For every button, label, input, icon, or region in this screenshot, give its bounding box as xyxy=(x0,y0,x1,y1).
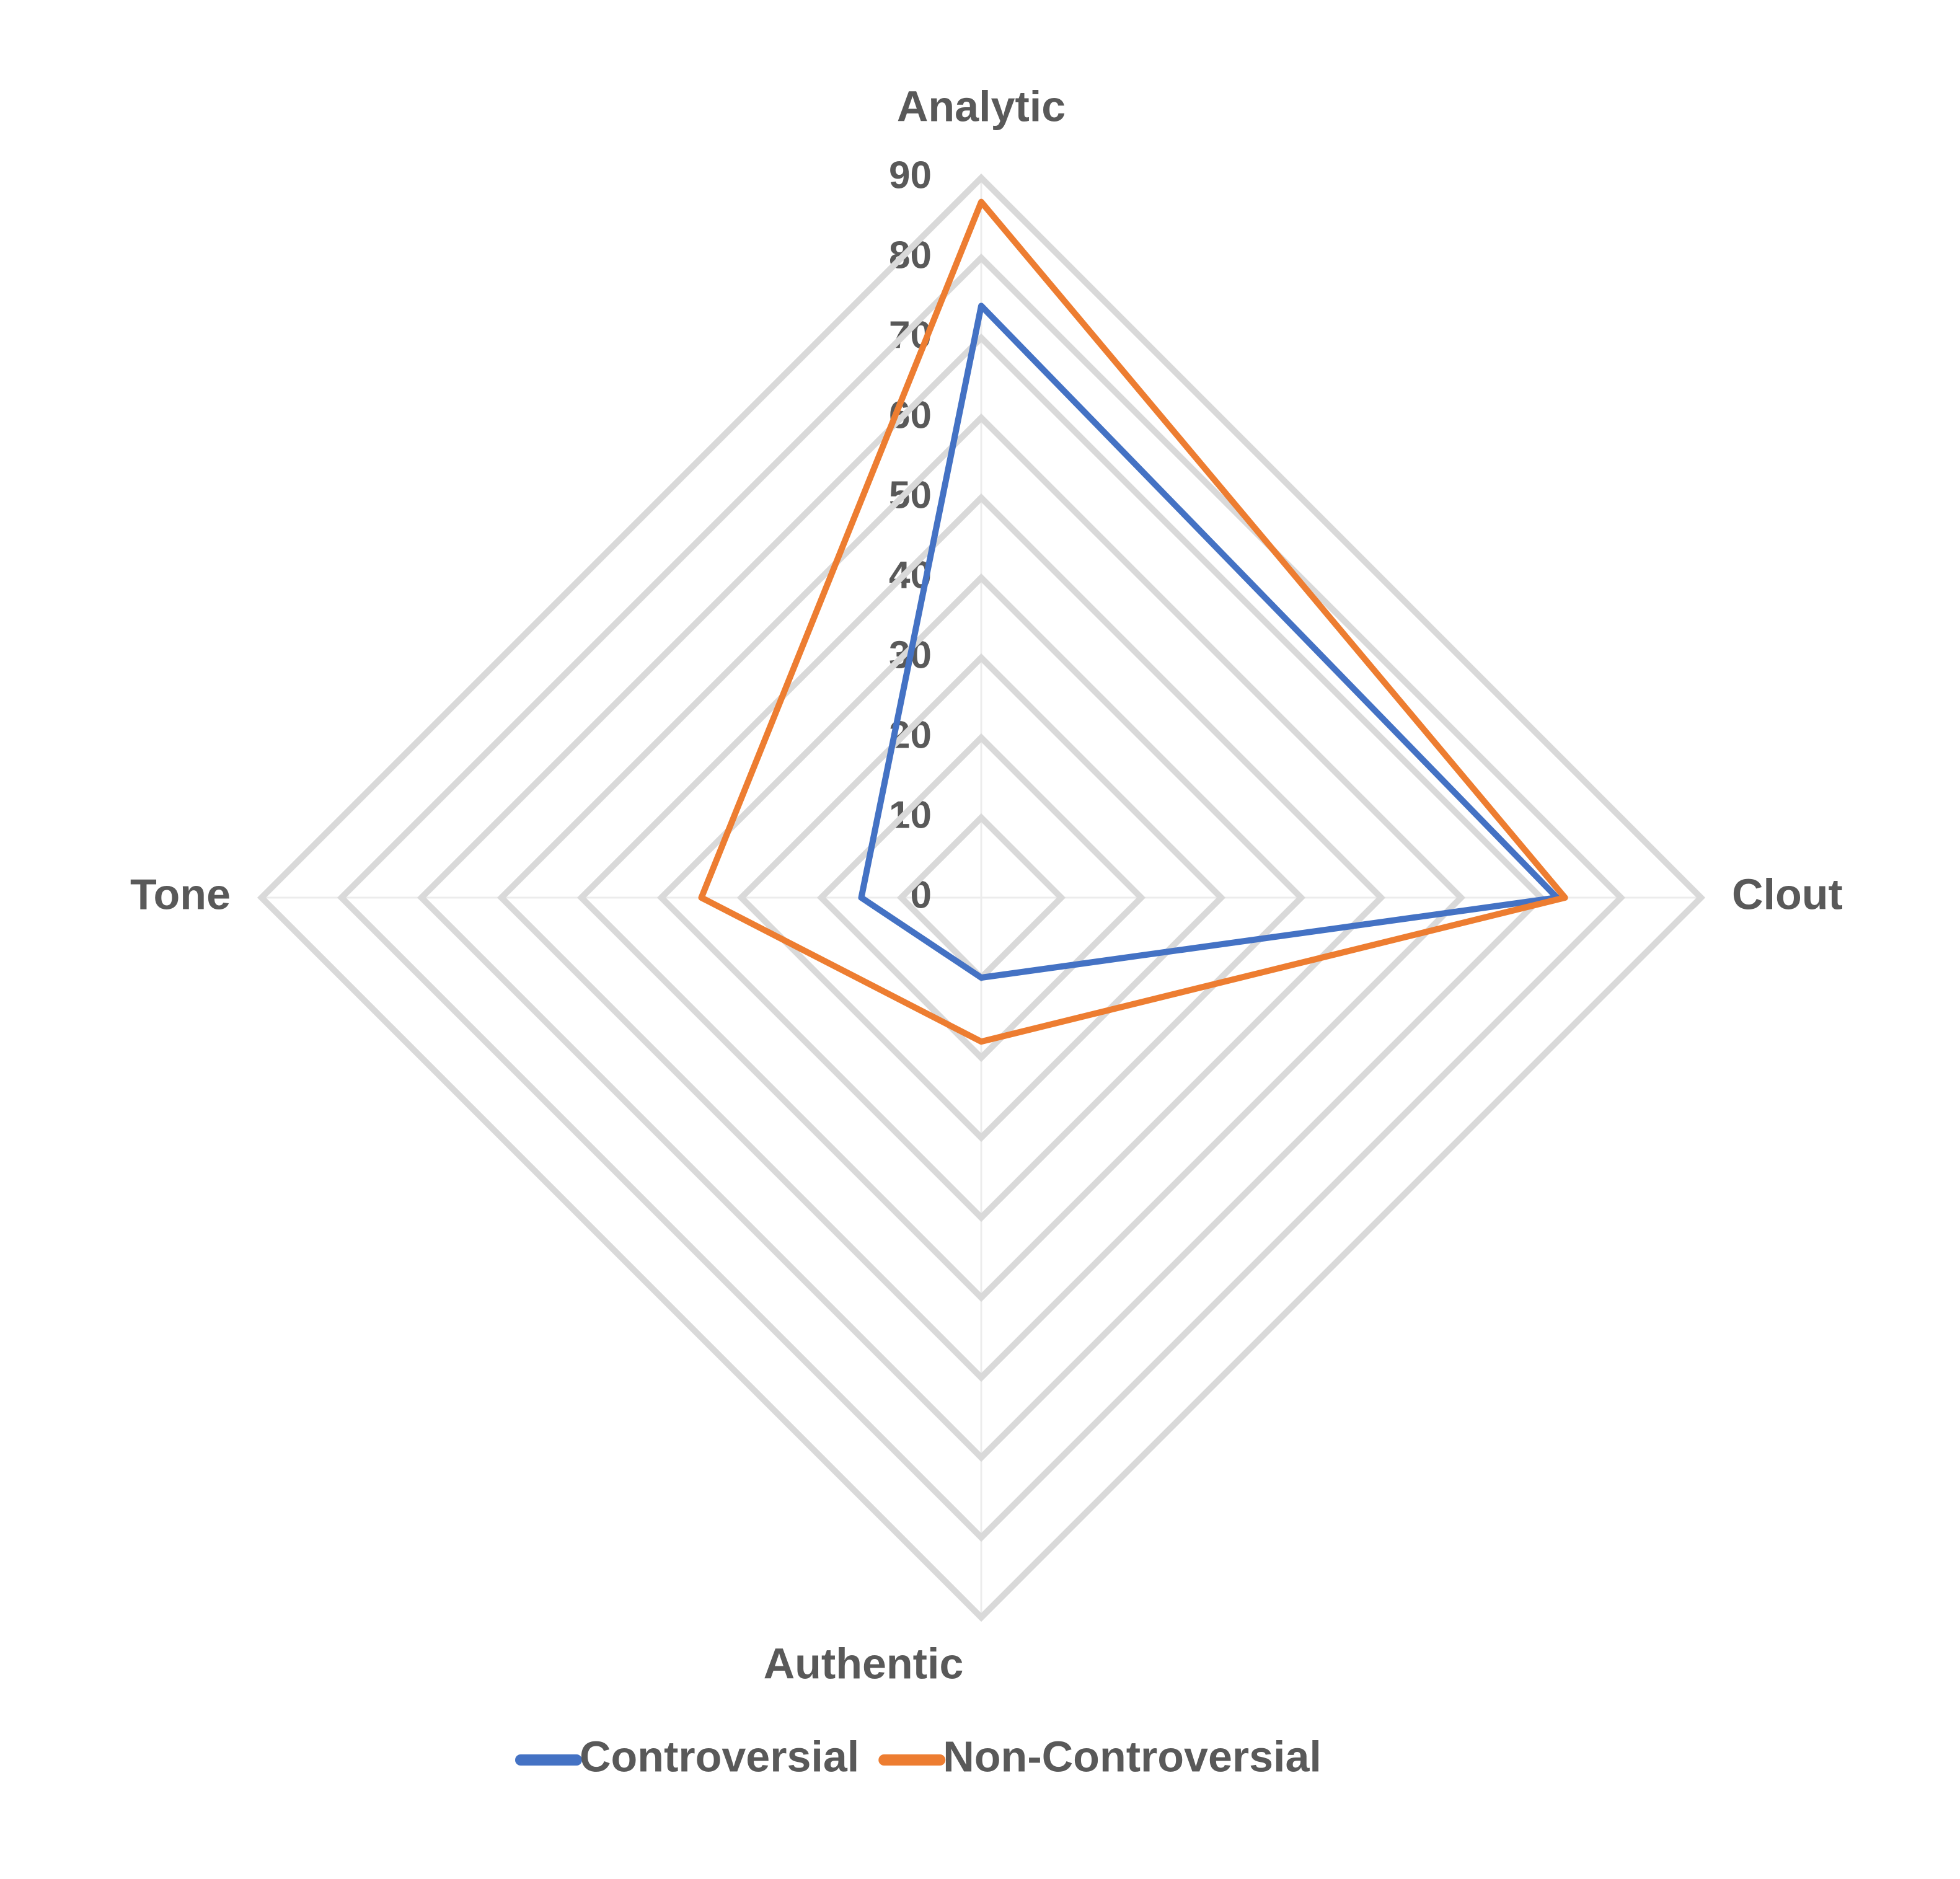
category-label: Clout xyxy=(1732,870,1843,918)
category-label: Authentic xyxy=(764,1639,964,1687)
grid-line xyxy=(736,653,1226,1143)
tick-label: 10 xyxy=(889,794,932,836)
tick-label: 80 xyxy=(889,234,932,276)
grid-line xyxy=(497,413,1466,1382)
category-label: Tone xyxy=(130,870,231,918)
series-line xyxy=(858,303,1560,981)
grid-line xyxy=(656,573,1306,1222)
tick-label: 50 xyxy=(889,474,932,516)
legend-label: Non-Controversial xyxy=(943,1732,1322,1780)
grid-line xyxy=(576,493,1386,1302)
tick-label: 90 xyxy=(889,154,932,197)
category-label: Analytic xyxy=(897,82,1066,130)
grid-line xyxy=(337,253,1626,1542)
series-line xyxy=(698,198,1568,1045)
legend-label: Controversial xyxy=(580,1732,859,1780)
grid-line xyxy=(257,173,1706,1622)
grid-line xyxy=(417,333,1546,1462)
